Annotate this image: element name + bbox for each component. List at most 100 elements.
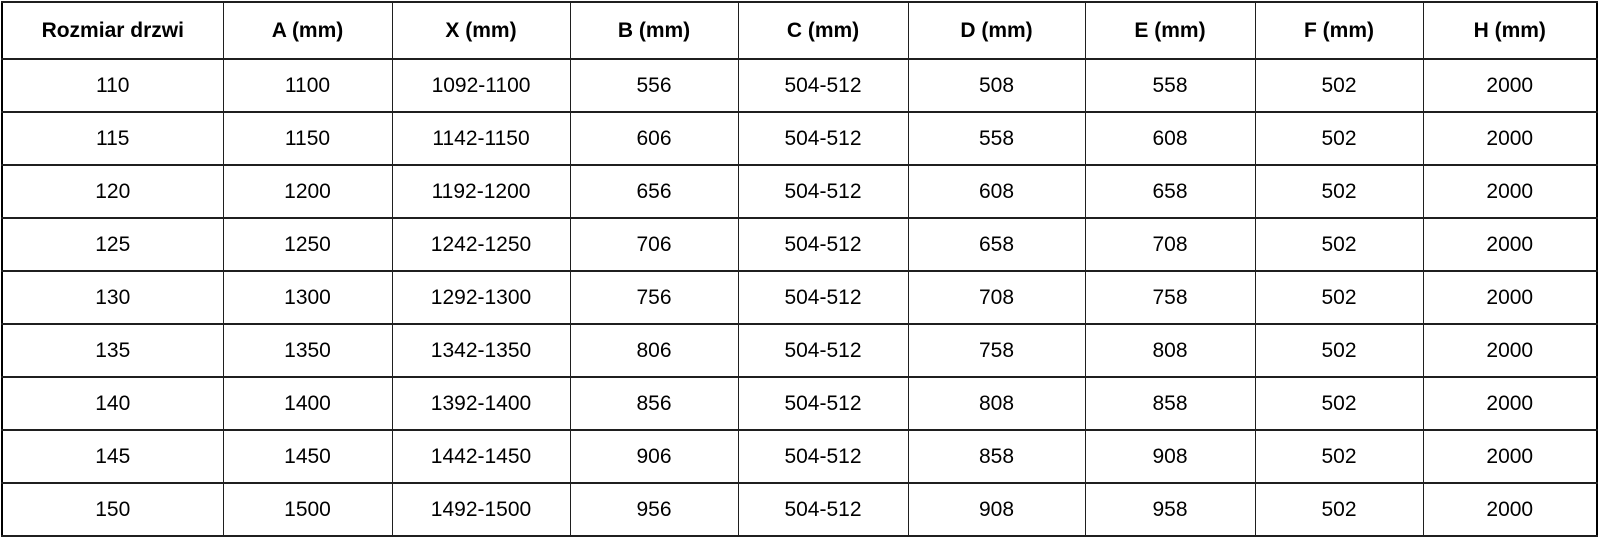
header-row: Rozmiar drzwi A (mm) X (mm) B (mm) C (mm) D (… bbox=[1, 1, 1598, 60]
table-cell: 502 bbox=[1254, 58, 1424, 113]
table-cell: 2000 bbox=[1422, 323, 1598, 378]
table-cell: 706 bbox=[569, 217, 739, 272]
table-cell: 140 bbox=[1, 376, 224, 431]
table-cell: 858 bbox=[1084, 376, 1256, 431]
table-cell: 858 bbox=[907, 429, 1086, 484]
table-cell: 2000 bbox=[1422, 164, 1598, 219]
table-cell: 1100 bbox=[222, 58, 393, 113]
header-cell: X (mm) bbox=[391, 1, 571, 60]
table-cell: 504-512 bbox=[737, 58, 909, 113]
table-row: 110 1100 1092-1100 556 504-512 508 558 502 2000 bbox=[1, 58, 1598, 113]
table-cell: 958 bbox=[1084, 482, 1256, 537]
table-cell: 708 bbox=[907, 270, 1086, 325]
table-cell: 908 bbox=[907, 482, 1086, 537]
table-cell: 110 bbox=[1, 58, 224, 113]
table-body: 110 1100 1092-1100 556 504-512 508 558 502 2000 1… bbox=[1, 58, 1598, 537]
table-cell: 150 bbox=[1, 482, 224, 537]
table-row: 150 1500 1492-1500 956 504-512 908 958 502 2000 bbox=[1, 482, 1598, 537]
table-cell: 2000 bbox=[1422, 270, 1598, 325]
table-row: 130 1300 1292-1300 756 504-512 708 758 502 2000 bbox=[1, 270, 1598, 325]
table-cell: 502 bbox=[1254, 217, 1424, 272]
table-cell: 758 bbox=[1084, 270, 1256, 325]
table-cell: 120 bbox=[1, 164, 224, 219]
table-cell: 502 bbox=[1254, 270, 1424, 325]
table-cell: 2000 bbox=[1422, 376, 1598, 431]
table-cell: 558 bbox=[907, 111, 1086, 166]
table-cell: 504-512 bbox=[737, 217, 909, 272]
table-cell: 504-512 bbox=[737, 429, 909, 484]
table-cell: 1300 bbox=[222, 270, 393, 325]
table-cell: 2000 bbox=[1422, 111, 1598, 166]
table-row: 140 1400 1392-1400 856 504-512 808 858 502 2000 bbox=[1, 376, 1598, 431]
table-cell: 856 bbox=[569, 376, 739, 431]
table-head: Rozmiar drzwi A (mm) X (mm) B (mm) C (mm) D (… bbox=[1, 1, 1598, 60]
header-cell: A (mm) bbox=[222, 1, 393, 60]
table-cell: 758 bbox=[907, 323, 1086, 378]
table-cell: 906 bbox=[569, 429, 739, 484]
table-cell: 1192-1200 bbox=[391, 164, 571, 219]
header-cell: Rozmiar drzwi bbox=[1, 1, 224, 60]
table-cell: 1400 bbox=[222, 376, 393, 431]
table-cell: 608 bbox=[907, 164, 1086, 219]
header-cell: H (mm) bbox=[1422, 1, 1598, 60]
table-cell: 756 bbox=[569, 270, 739, 325]
table-cell: 1200 bbox=[222, 164, 393, 219]
table-cell: 908 bbox=[1084, 429, 1256, 484]
header-cell: D (mm) bbox=[907, 1, 1086, 60]
table-row: 135 1350 1342-1350 806 504-512 758 808 502 2000 bbox=[1, 323, 1598, 378]
table-cell: 1250 bbox=[222, 217, 393, 272]
table-cell: 115 bbox=[1, 111, 224, 166]
table-row: 120 1200 1192-1200 656 504-512 608 658 502 2000 bbox=[1, 164, 1598, 219]
table-cell: 502 bbox=[1254, 376, 1424, 431]
table-cell: 608 bbox=[1084, 111, 1256, 166]
table-cell: 808 bbox=[907, 376, 1086, 431]
table-cell: 502 bbox=[1254, 429, 1424, 484]
table-cell: 1150 bbox=[222, 111, 393, 166]
table-cell: 658 bbox=[1084, 164, 1256, 219]
table-cell: 1392-1400 bbox=[391, 376, 571, 431]
table-cell: 1500 bbox=[222, 482, 393, 537]
table-cell: 1092-1100 bbox=[391, 58, 571, 113]
table-cell: 125 bbox=[1, 217, 224, 272]
table-cell: 508 bbox=[907, 58, 1086, 113]
table-cell: 2000 bbox=[1422, 217, 1598, 272]
table-cell: 1442-1450 bbox=[391, 429, 571, 484]
table-cell: 130 bbox=[1, 270, 224, 325]
header-cell: C (mm) bbox=[737, 1, 909, 60]
header-cell: E (mm) bbox=[1084, 1, 1256, 60]
table-row: 115 1150 1142-1150 606 504-512 558 608 502 2000 bbox=[1, 111, 1598, 166]
table-cell: 1142-1150 bbox=[391, 111, 571, 166]
table-cell: 656 bbox=[569, 164, 739, 219]
table-cell: 502 bbox=[1254, 323, 1424, 378]
table-cell: 504-512 bbox=[737, 270, 909, 325]
table-cell: 708 bbox=[1084, 217, 1256, 272]
table-cell: 2000 bbox=[1422, 429, 1598, 484]
table-cell: 145 bbox=[1, 429, 224, 484]
table-cell: 1350 bbox=[222, 323, 393, 378]
table-cell: 504-512 bbox=[737, 164, 909, 219]
table-cell: 1450 bbox=[222, 429, 393, 484]
table-cell: 606 bbox=[569, 111, 739, 166]
table-cell: 135 bbox=[1, 323, 224, 378]
table-cell: 558 bbox=[1084, 58, 1256, 113]
table-cell: 1242-1250 bbox=[391, 217, 571, 272]
table-cell: 556 bbox=[569, 58, 739, 113]
table-cell: 808 bbox=[1084, 323, 1256, 378]
header-cell: B (mm) bbox=[569, 1, 739, 60]
table-cell: 658 bbox=[907, 217, 1086, 272]
table-cell: 504-512 bbox=[737, 111, 909, 166]
table-row: 145 1450 1442-1450 906 504-512 858 908 502 2000 bbox=[1, 429, 1598, 484]
table-cell: 502 bbox=[1254, 111, 1424, 166]
table-cell: 1292-1300 bbox=[391, 270, 571, 325]
table-cell: 504-512 bbox=[737, 323, 909, 378]
table-cell: 1342-1350 bbox=[391, 323, 571, 378]
table-cell: 502 bbox=[1254, 164, 1424, 219]
table-cell: 806 bbox=[569, 323, 739, 378]
table-cell: 956 bbox=[569, 482, 739, 537]
table-row: 125 1250 1242-1250 706 504-512 658 708 502 2000 bbox=[1, 217, 1598, 272]
table-cell: 2000 bbox=[1422, 58, 1598, 113]
table-cell: 2000 bbox=[1422, 482, 1598, 537]
table-cell: 504-512 bbox=[737, 482, 909, 537]
table-cell: 502 bbox=[1254, 482, 1424, 537]
